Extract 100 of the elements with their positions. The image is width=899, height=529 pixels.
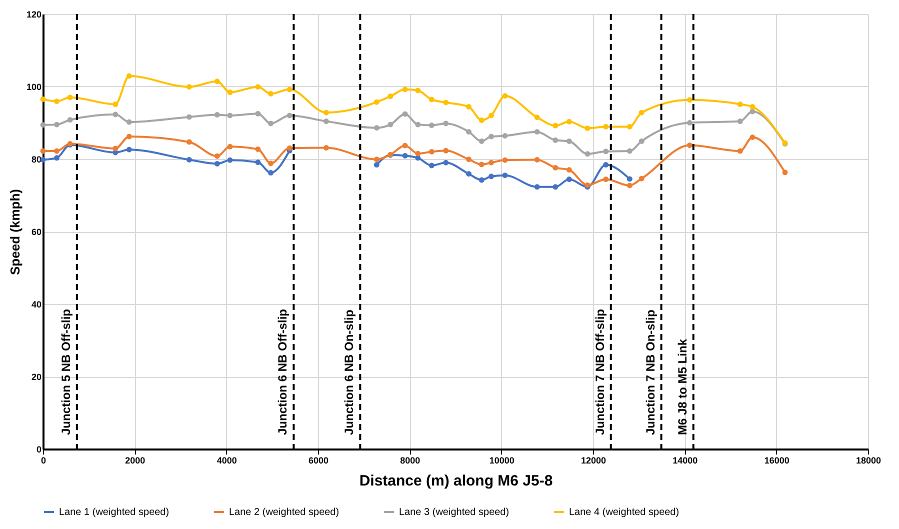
- point: [638, 176, 644, 182]
- x-tick-label: 12000: [580, 456, 606, 466]
- point: [534, 184, 540, 190]
- point: [286, 112, 292, 118]
- y-tick-label: 80: [31, 154, 42, 164]
- point: [227, 157, 233, 163]
- point: [737, 148, 743, 154]
- point: [402, 153, 408, 158]
- x-tick-label: 18000: [856, 456, 882, 466]
- point: [402, 111, 408, 117]
- y-tick-label: 0: [36, 444, 42, 454]
- point: [415, 122, 421, 128]
- point: [255, 160, 261, 165]
- x-tick-label: 14000: [672, 456, 698, 466]
- ref-line-label: Junction 7 NB On-slip: [643, 310, 658, 435]
- point: [227, 90, 233, 96]
- point: [534, 114, 540, 120]
- x-axis-title: Distance (m) along M6 J5-8: [359, 472, 553, 490]
- point: [255, 110, 261, 116]
- x-tick-label: 2000: [125, 456, 146, 466]
- point: [488, 160, 494, 166]
- point: [502, 93, 508, 99]
- point: [566, 118, 572, 124]
- point: [478, 117, 484, 123]
- y-tick-label: 60: [31, 227, 42, 237]
- point: [214, 112, 220, 118]
- legend-label: Lane 3 (weighted speed): [399, 507, 510, 518]
- point: [534, 129, 540, 135]
- point: [443, 100, 449, 106]
- point: [534, 156, 540, 162]
- point: [638, 110, 644, 116]
- point: [112, 112, 118, 118]
- ref-line-label: Junction 6 NB Off-slip: [276, 309, 290, 435]
- point: [186, 84, 192, 90]
- y-tick-label: 20: [31, 372, 42, 382]
- point: [374, 99, 380, 105]
- point: [502, 172, 508, 178]
- point: [374, 156, 380, 162]
- y-tick-label: 40: [31, 300, 42, 310]
- point: [428, 162, 434, 168]
- point: [374, 162, 380, 168]
- x-tick-label: 6000: [308, 456, 329, 466]
- point: [126, 146, 132, 152]
- y-tick-label: 120: [26, 10, 42, 20]
- x-tick-label: 8000: [400, 456, 420, 466]
- point: [268, 170, 274, 176]
- point: [255, 84, 261, 90]
- point: [402, 86, 408, 92]
- point: [603, 162, 609, 168]
- ref-line-label: M6 J8 to M5 Link: [675, 338, 690, 435]
- point: [584, 151, 590, 157]
- legend-label: Lane 4 (weighted speed): [569, 507, 680, 518]
- point: [186, 156, 192, 162]
- point: [750, 104, 756, 110]
- point: [186, 114, 192, 120]
- point: [286, 86, 292, 92]
- point: [324, 118, 329, 124]
- point: [67, 117, 73, 123]
- point: [603, 176, 609, 182]
- point: [626, 176, 632, 182]
- point: [126, 134, 132, 140]
- point: [374, 125, 380, 131]
- point: [737, 102, 743, 107]
- point: [552, 137, 558, 143]
- ref-line-label: Junction 7 NB Off-slip: [592, 309, 607, 435]
- point: [626, 148, 632, 154]
- legend-label: Lane 1 (weighted speed): [59, 507, 170, 518]
- point: [40, 96, 46, 102]
- point: [324, 110, 329, 116]
- point: [478, 138, 484, 144]
- point: [488, 174, 494, 180]
- point: [478, 162, 484, 168]
- point: [502, 157, 508, 163]
- point: [67, 94, 73, 100]
- point: [502, 133, 508, 139]
- ref-line-label: Junction 6 NB On-slip: [342, 310, 356, 435]
- point: [268, 120, 274, 126]
- point: [126, 119, 132, 125]
- point: [443, 148, 449, 154]
- point: [214, 160, 220, 166]
- point: [478, 177, 484, 183]
- point: [214, 78, 220, 84]
- point: [54, 155, 60, 161]
- point: [388, 94, 394, 100]
- point: [402, 142, 408, 148]
- point: [255, 146, 261, 152]
- point: [214, 153, 220, 159]
- point: [488, 112, 494, 118]
- y-tick-label: 100: [26, 82, 42, 92]
- point: [388, 122, 394, 128]
- point: [428, 122, 434, 128]
- point: [428, 149, 434, 154]
- y-axis-title: Speed (kmph): [7, 189, 22, 275]
- x-tick-label: 10000: [489, 456, 514, 466]
- point: [324, 145, 329, 150]
- point: [112, 146, 118, 152]
- point: [268, 160, 274, 166]
- point: [566, 167, 572, 173]
- point: [227, 112, 233, 118]
- point: [466, 129, 472, 135]
